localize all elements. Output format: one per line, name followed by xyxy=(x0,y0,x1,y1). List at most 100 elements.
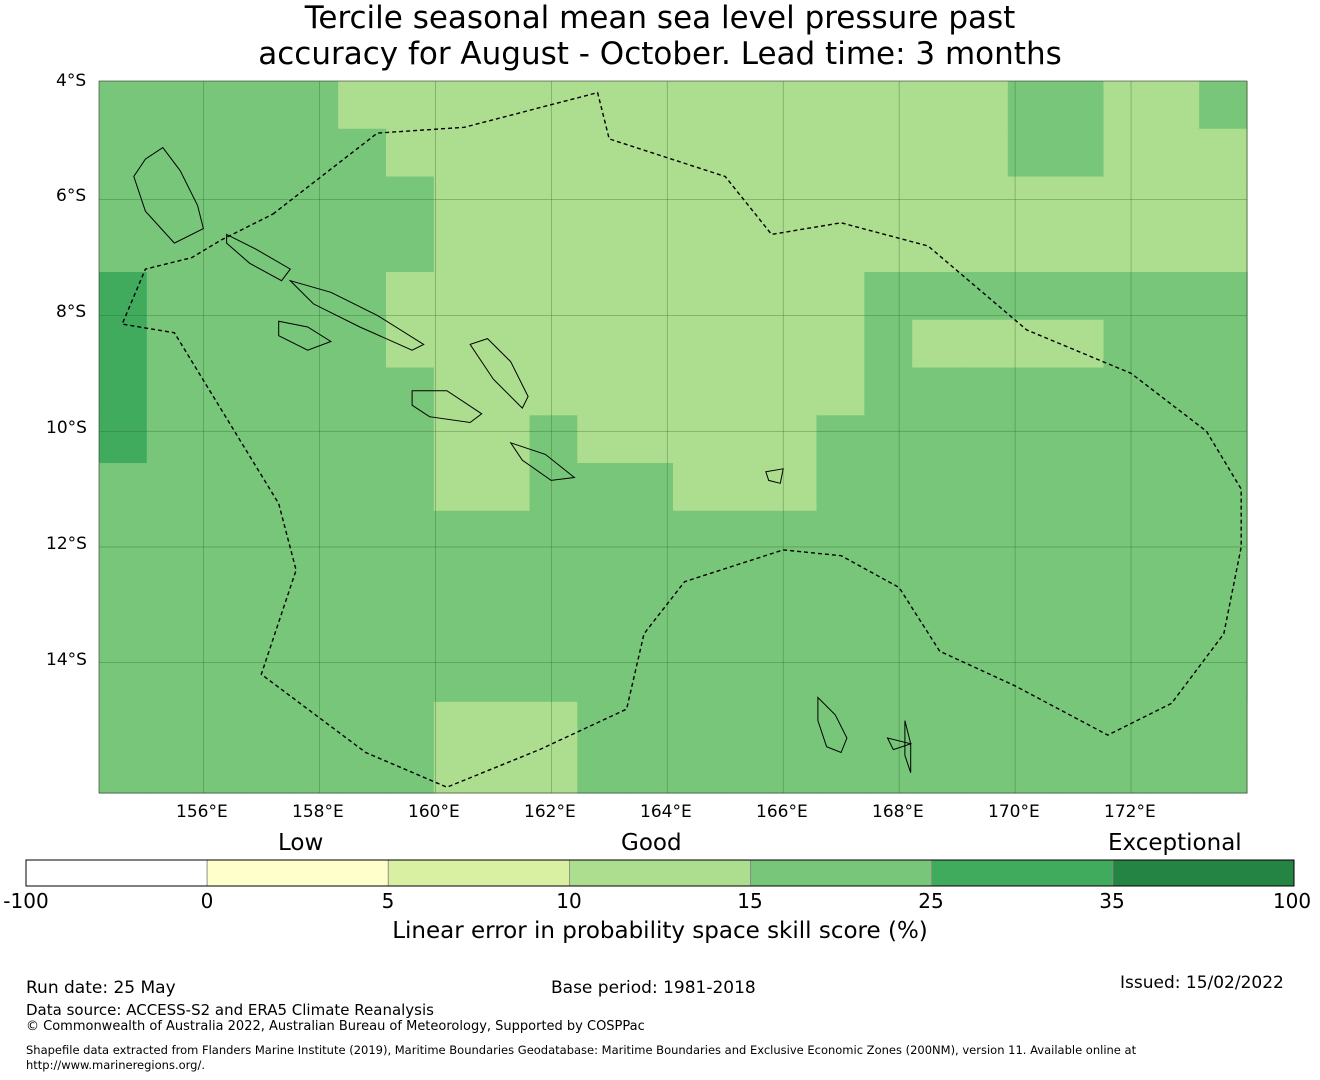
skill-cell xyxy=(864,463,913,512)
island-outline xyxy=(278,320,333,351)
skill-cell xyxy=(816,367,865,416)
skill-cell xyxy=(912,654,961,703)
colorbar-tick: 0 xyxy=(200,889,214,913)
skill-cell xyxy=(673,367,722,416)
skill-cell xyxy=(481,558,531,607)
skill-cell xyxy=(1151,319,1200,369)
skill-cell xyxy=(481,654,531,703)
skill-cell xyxy=(481,224,531,273)
skill-cell xyxy=(864,81,913,130)
colorbar-segment xyxy=(1112,859,1295,887)
skill-cell xyxy=(99,701,148,751)
skill-cell xyxy=(338,558,387,607)
skill-cell xyxy=(1055,224,1105,273)
skill-cell xyxy=(960,415,1009,464)
skill-cell xyxy=(338,81,387,130)
skill-cell xyxy=(1247,558,1248,607)
skill-cell xyxy=(1199,224,1248,273)
skill-cell xyxy=(625,749,674,794)
skill-cell xyxy=(242,749,291,794)
skill-cell xyxy=(720,81,770,130)
skill-cell xyxy=(816,176,865,225)
skill-cell xyxy=(1247,510,1248,560)
skill-cell xyxy=(290,701,339,751)
skill-cell xyxy=(577,749,626,794)
colorbar-segment xyxy=(25,859,208,887)
skill-cell xyxy=(242,463,291,512)
skill-cell xyxy=(625,606,674,655)
skill-cell xyxy=(1055,128,1105,178)
skill-cell xyxy=(768,701,818,751)
skill-cell xyxy=(720,654,770,703)
skill-cell xyxy=(1151,606,1200,655)
skill-cell xyxy=(625,510,674,560)
skill-cell xyxy=(386,176,435,225)
skill-cell xyxy=(146,463,196,512)
skill-cell xyxy=(99,510,148,560)
skill-cell xyxy=(864,415,913,464)
skill-cell xyxy=(1007,463,1057,512)
skill-cell xyxy=(816,654,865,703)
skill-cell xyxy=(481,272,531,321)
skill-cell xyxy=(960,749,1009,794)
skill-cell xyxy=(290,319,339,369)
skill-cell xyxy=(673,319,722,369)
skill-cell xyxy=(673,749,722,794)
skill-cell xyxy=(1007,415,1057,464)
skill-cell xyxy=(768,749,818,794)
skill-cell xyxy=(1103,701,1152,751)
lat-label-12s: 12°S xyxy=(46,534,87,554)
skill-cell xyxy=(1199,367,1248,416)
skill-cell xyxy=(864,176,913,225)
skill-cell xyxy=(577,463,626,512)
skill-cell xyxy=(1151,701,1200,751)
colorbar-segment xyxy=(387,859,570,887)
skill-cell xyxy=(338,463,387,512)
shapefile-credit-line-1: Shapefile data extracted from Flanders M… xyxy=(26,1043,1137,1057)
skill-cell xyxy=(194,224,244,273)
skill-cell xyxy=(625,224,674,273)
skill-cell xyxy=(625,463,674,512)
skill-cell xyxy=(673,128,722,178)
skill-cell xyxy=(1247,128,1248,178)
skill-cell xyxy=(481,606,531,655)
skill-cell xyxy=(960,128,1009,178)
skill-cell xyxy=(433,319,483,369)
skill-cell xyxy=(960,319,1009,369)
skill-cell xyxy=(1199,749,1248,794)
island-outline xyxy=(765,468,784,484)
skill-cell xyxy=(816,558,865,607)
skill-cell xyxy=(1199,176,1248,225)
skill-cell xyxy=(1247,749,1248,794)
skill-cell xyxy=(481,128,531,178)
skill-cell xyxy=(625,272,674,321)
skill-cell xyxy=(433,224,483,273)
skill-cell xyxy=(99,606,148,655)
skill-cell xyxy=(1055,367,1105,416)
skill-cell xyxy=(1199,558,1248,607)
skill-cell xyxy=(720,606,770,655)
skill-cell xyxy=(99,415,148,464)
skill-cell xyxy=(338,749,387,794)
skill-cell xyxy=(1151,81,1200,130)
skill-cell xyxy=(577,319,626,369)
skill-cell xyxy=(1103,415,1152,464)
issued-date: Issued: 15/02/2022 xyxy=(1120,973,1284,993)
lat-label-8s: 8°S xyxy=(56,302,87,322)
skill-cell xyxy=(1247,654,1248,703)
skill-cell xyxy=(146,749,196,794)
island-outline xyxy=(469,338,529,409)
category-exceptional: Exceptional xyxy=(1108,830,1242,856)
skill-cell xyxy=(864,128,913,178)
skill-cell xyxy=(1151,128,1200,178)
skill-cell xyxy=(338,224,387,273)
map-frame xyxy=(98,80,1248,794)
skill-grid-cells xyxy=(99,81,1248,794)
skill-cell xyxy=(625,367,674,416)
skill-cell xyxy=(1151,415,1200,464)
skill-cell xyxy=(1247,319,1248,369)
skill-cell xyxy=(912,367,961,416)
skill-cell xyxy=(912,319,961,369)
skill-cell xyxy=(338,128,387,178)
colorbar-tick: 100 xyxy=(1272,889,1312,913)
